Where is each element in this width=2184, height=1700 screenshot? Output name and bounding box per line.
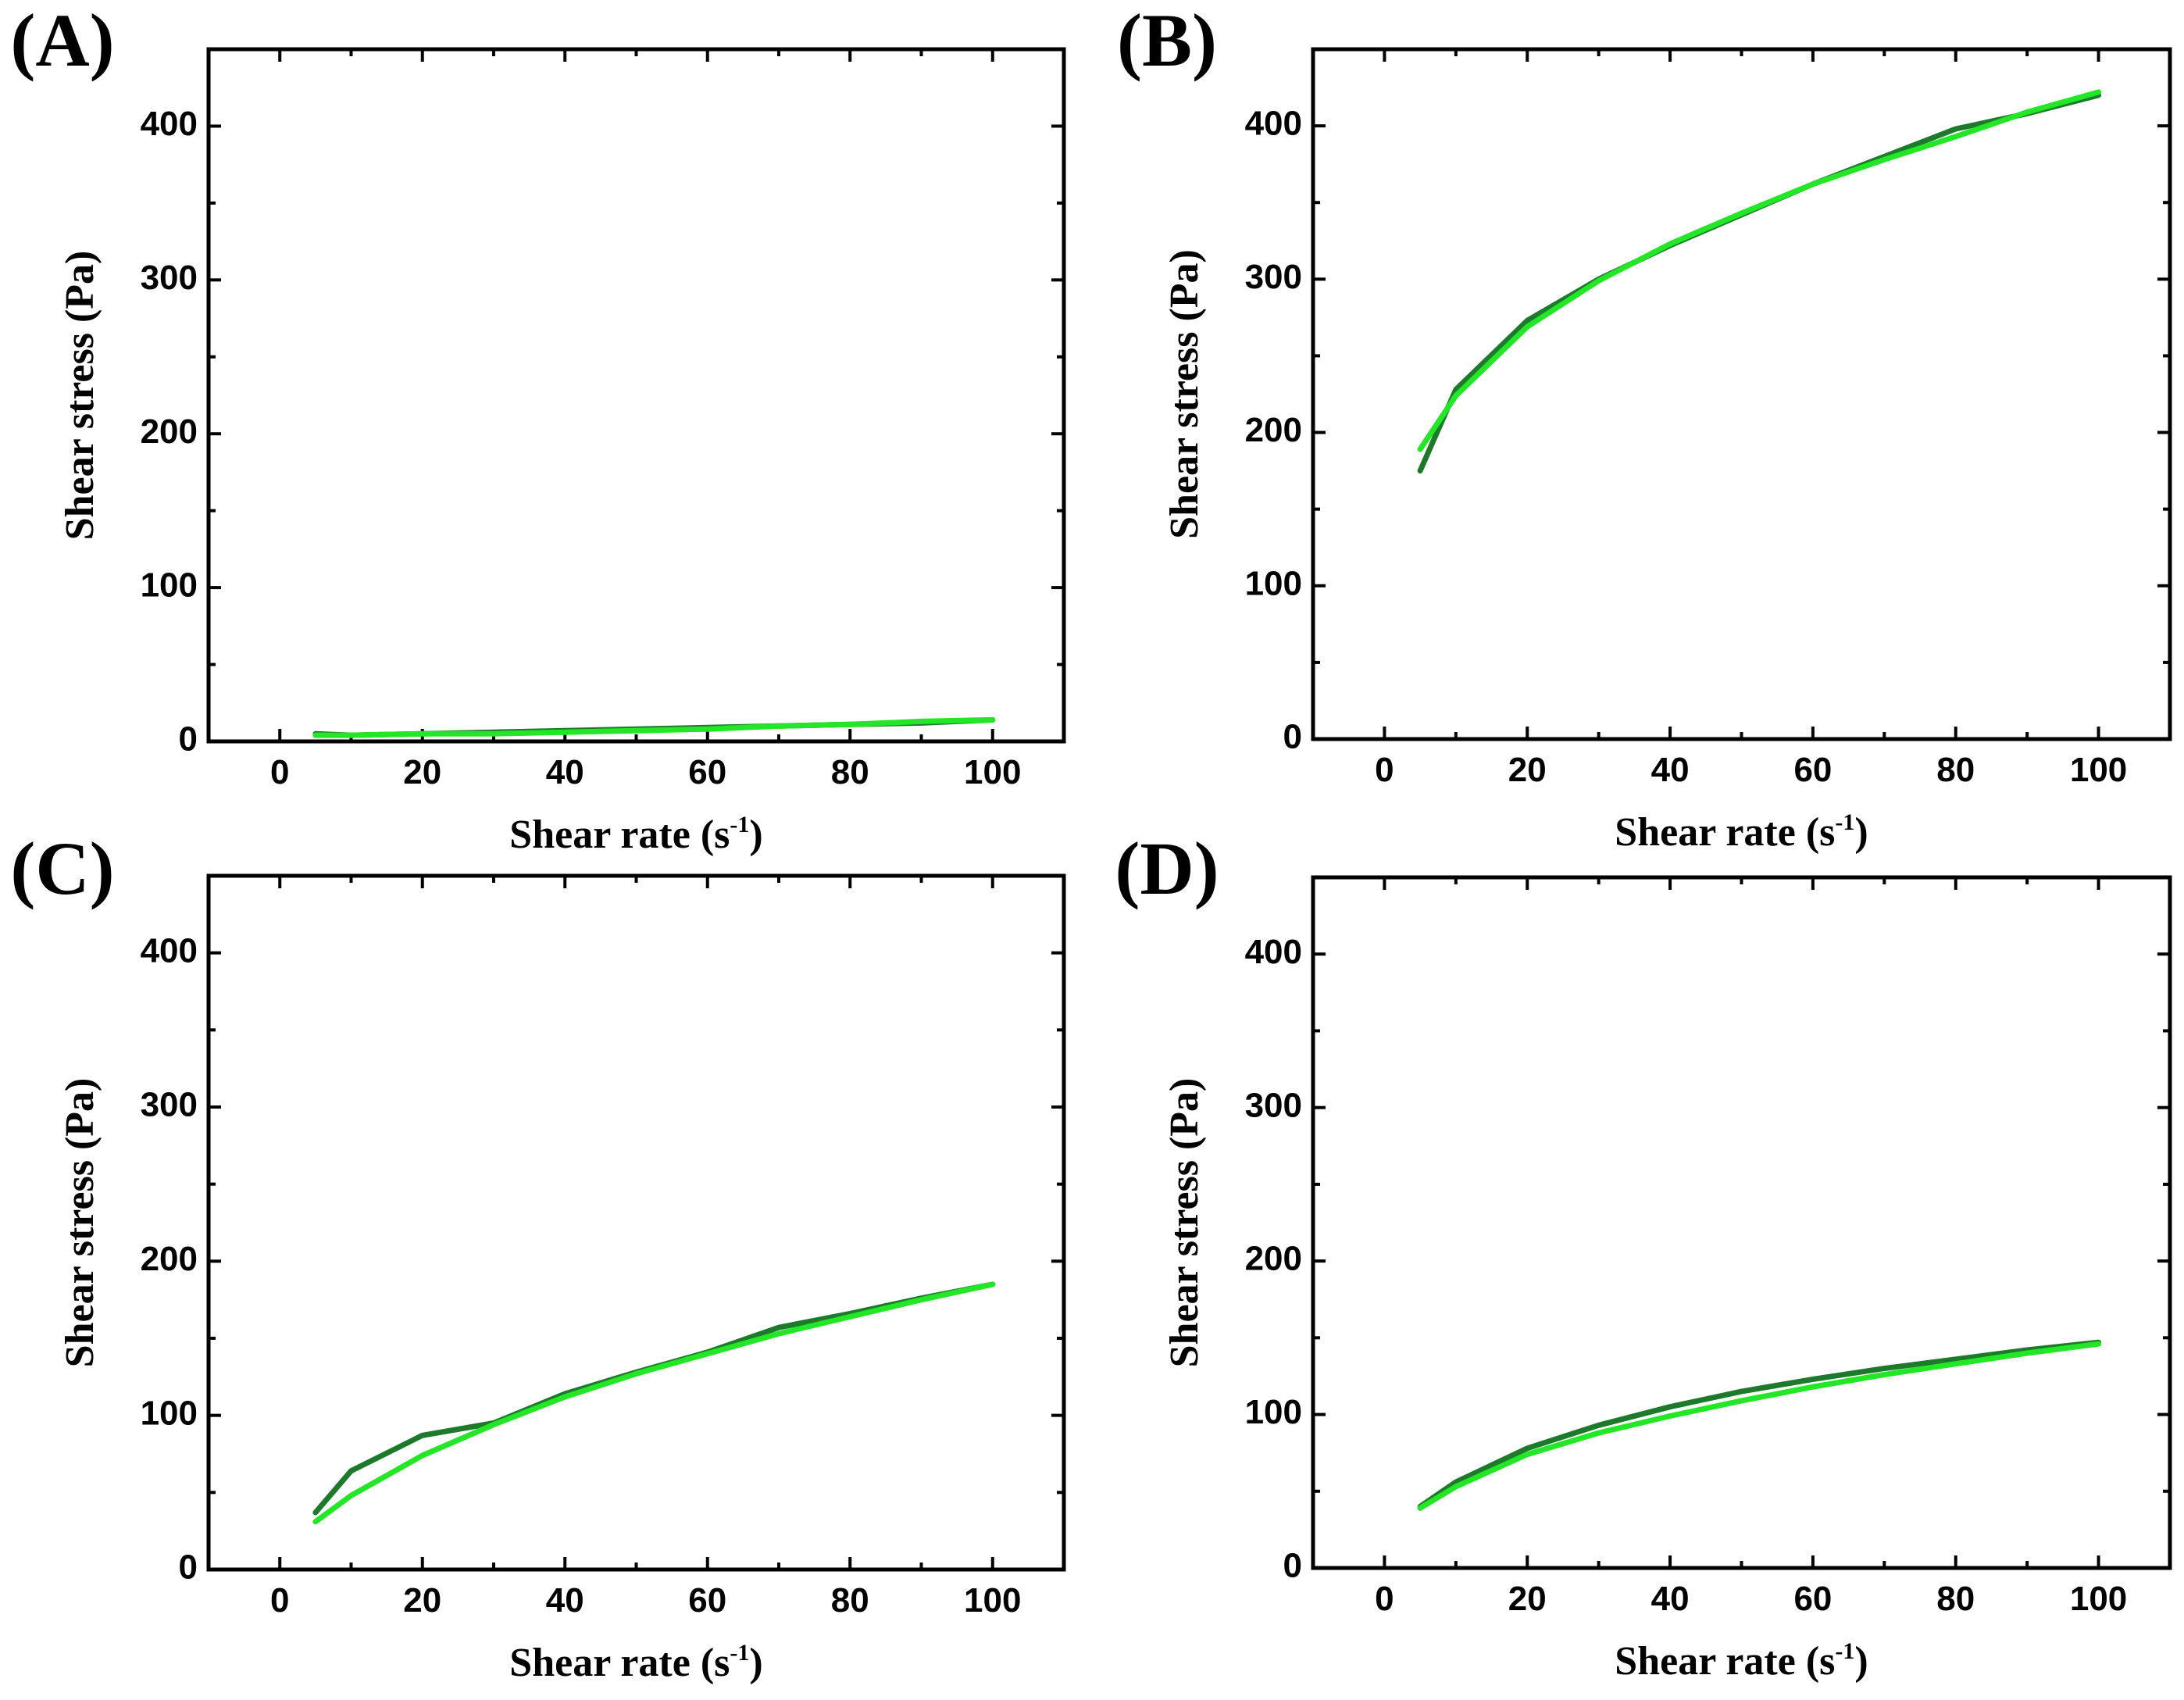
- panel-label: (A): [10, 0, 114, 82]
- panel-label: (D): [1115, 827, 1219, 910]
- x-axis-title-superscript: -1: [730, 1640, 749, 1666]
- x-axis-title-text: Shear rate (s: [509, 1641, 730, 1685]
- x-axis-title-close: ): [749, 812, 762, 857]
- panel-label: (B): [1117, 0, 1217, 82]
- x-axis-title-close: ): [1854, 1639, 1868, 1684]
- x-axis-title-superscript: -1: [730, 812, 749, 838]
- y-tick-label: 200: [141, 1240, 198, 1278]
- y-axis-title: Shear stress (Pa): [58, 1078, 102, 1368]
- y-tick-label: 0: [179, 720, 198, 759]
- series-line-light: [1417, 1341, 2102, 1511]
- y-tick-label: 100: [1245, 1393, 1302, 1431]
- plot-frame: [1311, 875, 2172, 1570]
- series-line-light: [312, 1281, 996, 1525]
- x-tick-label: 60: [1793, 751, 1832, 789]
- y-axis-title: Shear stress (Pa): [58, 251, 102, 541]
- x-axis-title-text: Shear rate (s: [1615, 810, 1835, 855]
- x-axis-title-superscript: -1: [1835, 1638, 1854, 1664]
- series-line-light: [1417, 89, 2102, 452]
- plot-frame: [1311, 47, 2172, 741]
- y-tick-label: 100: [141, 566, 198, 605]
- y-tick-label: 300: [141, 1086, 198, 1124]
- x-tick-label: 20: [403, 1581, 441, 1620]
- x-axis-title-superscript: -1: [1835, 809, 1854, 835]
- x-tick-label: 60: [688, 753, 726, 791]
- x-tick-label: 100: [2070, 751, 2127, 789]
- chart-panel-2: (C) 0 20 40 60 80 100 0 100 200 300 400 Shear rate (…: [10, 827, 1066, 1685]
- y-tick-label: 100: [141, 1394, 198, 1432]
- x-tick-label: 20: [1508, 751, 1547, 789]
- x-tick-label: 80: [1936, 1580, 1975, 1618]
- y-tick-label: 300: [141, 259, 198, 297]
- x-tick-label: 100: [964, 753, 1021, 791]
- x-axis-title-text: Shear rate (s: [509, 812, 730, 857]
- y-tick-label: 400: [1245, 933, 1302, 971]
- x-axis-title-close: ): [1854, 810, 1868, 855]
- y-axis-title: Shear stress (Pa): [1162, 249, 1207, 539]
- y-tick-label: 0: [1283, 718, 1302, 756]
- x-tick-label: 80: [831, 1581, 869, 1620]
- x-axis-title: Shear rate (s-1): [509, 1640, 762, 1685]
- panel-label: (C): [10, 827, 114, 910]
- x-tick-label: 0: [270, 753, 289, 791]
- chart-panel-3: (D) 0 20 40 60 80 100 0 100 200 300 400 Shear rate (…: [1115, 827, 2172, 1684]
- x-tick-label: 80: [831, 753, 869, 791]
- x-tick-label: 40: [546, 753, 584, 791]
- series-line-dark: [312, 1281, 996, 1516]
- y-tick-label: 400: [141, 931, 198, 970]
- x-tick-label: 100: [964, 1581, 1021, 1620]
- plot-frame: [206, 873, 1066, 1572]
- series-line-light: [312, 716, 996, 738]
- y-tick-label: 0: [179, 1548, 198, 1587]
- x-tick-label: 60: [1793, 1580, 1832, 1618]
- x-tick-label: 40: [1651, 1580, 1690, 1618]
- x-tick-label: 80: [1936, 751, 1975, 789]
- x-tick-label: 100: [2070, 1580, 2127, 1618]
- x-tick-label: 40: [1651, 751, 1690, 789]
- x-tick-label: 20: [1508, 1580, 1547, 1618]
- y-tick-label: 400: [141, 105, 198, 143]
- x-tick-label: 40: [546, 1581, 584, 1620]
- y-tick-label: 200: [1245, 411, 1302, 449]
- x-axis-title-text: Shear rate (s: [1615, 1639, 1835, 1684]
- y-axis-title: Shear stress (Pa): [1162, 1078, 1207, 1368]
- x-axis-title: Shear rate (s-1): [1615, 1638, 1868, 1684]
- x-axis-title-close: ): [749, 1641, 762, 1685]
- chart-panel-1: (B) 0 20 40 60 80 100 0 100 200 300 400 Shear rate (…: [1117, 0, 2172, 855]
- x-tick-label: 20: [403, 753, 441, 791]
- x-tick-label: 0: [270, 1581, 289, 1620]
- x-tick-label: 0: [1375, 751, 1394, 789]
- x-tick-label: 60: [688, 1581, 726, 1620]
- y-tick-label: 400: [1245, 105, 1302, 143]
- x-axis-title: Shear rate (s-1): [509, 812, 762, 857]
- y-tick-label: 200: [141, 412, 198, 451]
- series-line-dark: [1417, 1339, 2102, 1509]
- x-tick-label: 0: [1375, 1580, 1394, 1618]
- plot-frame: [206, 47, 1066, 744]
- y-tick-label: 100: [1245, 564, 1302, 602]
- chart-panel-0: (A) 0 20 40 60 80 100 0 100 200 300 400 Shear rate (…: [10, 0, 1066, 857]
- y-tick-label: 300: [1245, 1086, 1302, 1124]
- y-tick-label: 0: [1283, 1547, 1302, 1585]
- x-axis-title: Shear rate (s-1): [1615, 809, 1868, 855]
- y-tick-label: 300: [1245, 258, 1302, 296]
- y-tick-label: 200: [1245, 1240, 1302, 1278]
- series-line-dark: [1417, 92, 2102, 474]
